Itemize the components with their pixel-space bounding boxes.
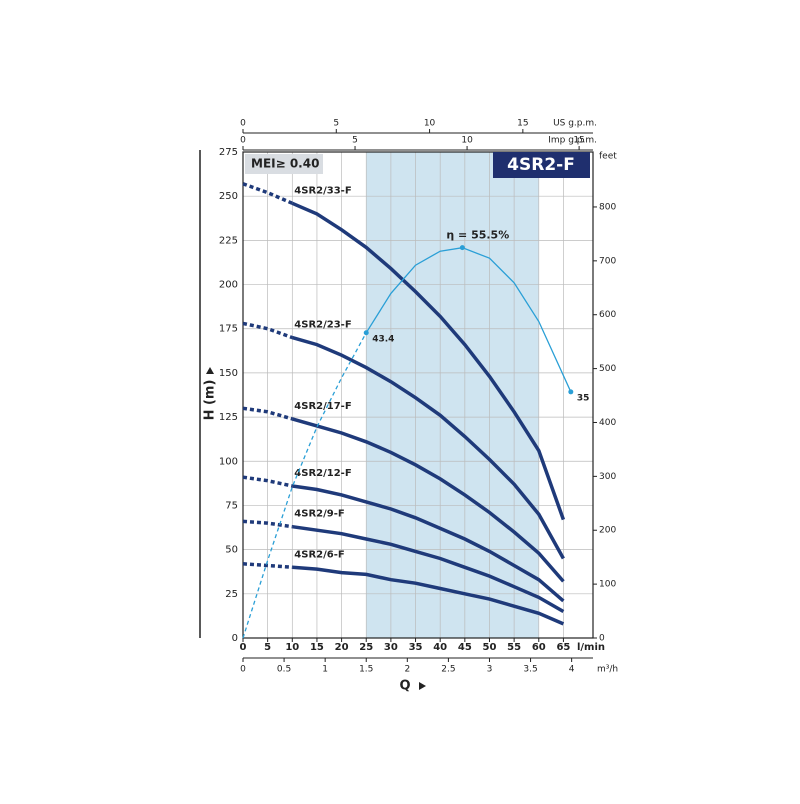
y-tick-label: 25 <box>225 589 238 600</box>
y-tick-label: 200 <box>219 280 238 291</box>
curve <box>292 484 565 603</box>
bottom-tick-label: 0 <box>240 665 246 675</box>
arrow <box>206 367 214 374</box>
curve-dashed <box>242 332 367 639</box>
x-tick-label: 45 <box>458 642 472 653</box>
curve-dashed <box>242 321 293 340</box>
x-tick-label: 30 <box>384 642 398 653</box>
top-axis-label: Imp g.p.m. <box>548 136 597 146</box>
series-label: 4SR2/6-F <box>294 549 344 560</box>
x-tick-label: 10 <box>285 642 299 653</box>
y-tick-label: 75 <box>225 500 238 511</box>
bottom-axis-label: m³/h <box>597 665 618 675</box>
top-tick-label: 5 <box>352 136 358 146</box>
y-tick-label: 50 <box>225 545 238 556</box>
efficiency-point <box>363 330 369 336</box>
x-tick-label: 65 <box>556 642 570 653</box>
series-label: 4SR2/12-F <box>294 468 351 479</box>
y-tick-label: 125 <box>219 412 238 423</box>
bottom-tick-label: 4 <box>569 665 575 675</box>
y2-tick-label: 700 <box>599 256 616 266</box>
efficiency-point <box>568 389 574 395</box>
top-tick-label: 15 <box>517 119 528 129</box>
curve-dashed <box>242 182 293 205</box>
top-tick-label: 0 <box>240 119 246 129</box>
y-tick-label: 250 <box>219 191 238 202</box>
efficiency-label: 43.4 <box>372 334 394 344</box>
top-tick-label: 10 <box>424 119 436 129</box>
y2-tick-label: 100 <box>599 580 616 590</box>
y-tick-label: 0 <box>232 633 238 644</box>
x-tick-label: 40 <box>433 642 447 653</box>
series-label: 4SR2/9-F <box>294 509 344 520</box>
x-tick-label: 5 <box>264 642 271 653</box>
x-unit: l/min <box>577 642 605 653</box>
plot-frame <box>242 151 594 639</box>
top-tick-label: 0 <box>240 136 246 146</box>
bottom-tick-label: 1 <box>322 665 328 675</box>
y2-tick-label: 800 <box>599 202 616 212</box>
y-tick-label: 100 <box>219 456 238 467</box>
operating-range <box>366 152 539 638</box>
curve-dashed <box>242 562 293 570</box>
curve <box>291 335 565 560</box>
x-tick-label: 50 <box>483 642 497 653</box>
x-tick-label: 15 <box>310 642 324 653</box>
title-box <box>493 152 590 178</box>
y2-tick-label: 400 <box>599 418 616 428</box>
bottom-tick-label: 0.5 <box>277 665 291 675</box>
badge-box <box>245 154 323 174</box>
y-tick-label: 150 <box>219 368 238 379</box>
y2-tick-label: 600 <box>599 310 616 320</box>
curve <box>292 565 565 626</box>
efficiency-label: 35 <box>577 393 590 403</box>
y-tick-label: 275 <box>219 147 238 158</box>
series-label: 4SR2/23-F <box>294 320 351 331</box>
x-tick-label: 20 <box>335 642 349 653</box>
y2-tick-label: 500 <box>599 364 616 374</box>
y-axis-label: H (m) <box>203 380 218 421</box>
badge: MEI≥ 0.40 <box>251 157 319 171</box>
chart-title: 4SR2-F <box>507 155 575 175</box>
y2-tick-label: 300 <box>599 472 616 482</box>
top-tick-label: 5 <box>333 119 339 129</box>
bottom-tick-label: 3 <box>487 665 493 675</box>
x-tick-label: 25 <box>359 642 373 653</box>
top-tick-label: 15 <box>573 136 584 146</box>
x-tick-label: 35 <box>409 642 423 653</box>
efficiency-point <box>459 245 465 251</box>
curve-dashed <box>242 519 293 529</box>
curve <box>291 417 565 583</box>
top-axis-label: US g.p.m. <box>553 119 597 129</box>
curve <box>291 201 566 521</box>
x-axis-label: Q <box>399 679 410 694</box>
curve-dashed <box>242 406 293 421</box>
top-tick-label: 10 <box>461 136 473 146</box>
y-tick-label: 175 <box>219 324 238 335</box>
bottom-tick-label: 2 <box>404 665 410 675</box>
x-tick-label: 55 <box>507 642 521 653</box>
efficiency-label: η = 55.5% <box>446 229 509 242</box>
series-label: 4SR2/33-F <box>294 185 351 196</box>
y-label-group: H (m) <box>203 367 218 420</box>
y-tick-label: 225 <box>219 235 238 246</box>
curve <box>292 524 565 614</box>
arrow <box>419 682 426 690</box>
curve-dashed <box>242 475 293 488</box>
x-tick-label: 60 <box>532 642 546 653</box>
bottom-tick-label: 1.5 <box>359 665 373 675</box>
x-tick-label: 0 <box>240 642 247 653</box>
y2-tick-label: 0 <box>599 634 605 644</box>
y2-axis-label: feet <box>599 152 617 162</box>
bottom-tick-label: 2.5 <box>441 665 455 675</box>
bottom-tick-label: 3.5 <box>523 665 537 675</box>
y2-tick-label: 200 <box>599 526 616 536</box>
series-label: 4SR2/17-F <box>294 401 351 412</box>
